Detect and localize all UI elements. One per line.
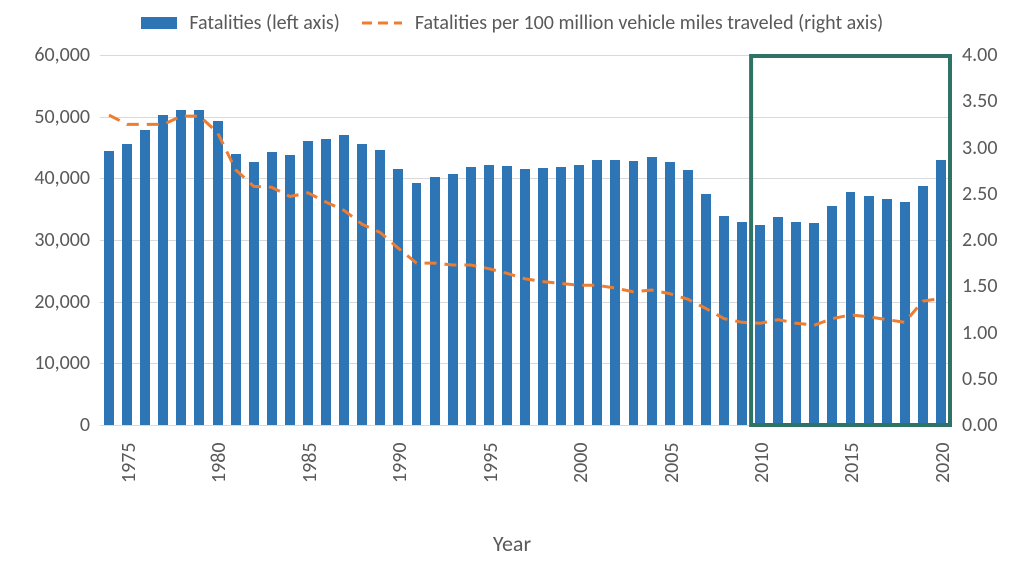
y-right-tick: 2.50 — [962, 182, 1022, 206]
bar — [719, 216, 729, 425]
bar — [448, 174, 458, 425]
y-left-tick: 50,000 — [10, 105, 90, 129]
bar — [900, 202, 910, 425]
bar — [701, 194, 711, 425]
gridline — [100, 425, 950, 426]
y-left-tick: 0 — [10, 413, 90, 437]
legend-line-label: Fatalities per 100 million vehicle miles… — [415, 11, 883, 35]
legend-bar-label: Fatalities (left axis) — [189, 11, 340, 35]
x-tick: 2020 — [931, 442, 955, 483]
bar — [737, 222, 747, 425]
gridline — [100, 55, 950, 56]
bar — [864, 196, 874, 425]
x-tick: 1990 — [388, 442, 412, 483]
x-tick: 2005 — [660, 442, 684, 483]
y-right-tick: 1.50 — [962, 274, 1022, 298]
bar — [321, 139, 331, 425]
bar — [104, 151, 114, 425]
bar — [683, 170, 693, 425]
bar — [176, 110, 186, 425]
legend-bar-swatch — [141, 17, 177, 29]
y-left-tick: 30,000 — [10, 228, 90, 252]
bar — [882, 199, 892, 425]
bar — [520, 169, 530, 425]
bar — [267, 152, 277, 425]
bar — [592, 160, 602, 425]
y-left-tick: 20,000 — [10, 290, 90, 314]
bar — [231, 154, 241, 425]
bar — [430, 177, 440, 425]
bar — [249, 162, 259, 425]
bar — [773, 217, 783, 425]
bar — [357, 144, 367, 425]
bar — [122, 144, 132, 425]
bar — [375, 150, 385, 425]
bar — [213, 121, 223, 425]
bar — [846, 192, 856, 425]
bar — [466, 167, 476, 425]
bar — [303, 141, 313, 425]
y-left-tick: 40,000 — [10, 166, 90, 190]
y-right-tick: 3.50 — [962, 89, 1022, 113]
bar — [936, 160, 946, 425]
bar — [610, 160, 620, 425]
bar — [556, 167, 566, 425]
x-tick: 1980 — [207, 442, 231, 483]
y-left-tick: 10,000 — [10, 351, 90, 375]
y-right-tick: 0.50 — [962, 367, 1022, 391]
y-right-tick: 4.00 — [962, 43, 1022, 67]
bar — [158, 115, 168, 425]
plot-area: 010,00020,00030,00040,00050,00060,0000.0… — [100, 55, 950, 425]
legend-line-swatch — [362, 11, 402, 35]
fatalities-chart: Fatalities (left axis) Fatalities per 10… — [0, 0, 1024, 570]
legend: Fatalities (left axis) Fatalities per 10… — [0, 10, 1024, 35]
bar — [665, 162, 675, 425]
bar — [538, 168, 548, 425]
gridline — [100, 117, 950, 118]
bar — [827, 206, 837, 425]
bar — [484, 165, 494, 425]
bar — [412, 183, 422, 425]
x-axis-title: Year — [0, 530, 1024, 557]
bar — [809, 223, 819, 425]
bar — [393, 169, 403, 425]
bar — [502, 166, 512, 425]
x-tick: 2010 — [750, 442, 774, 483]
y-right-tick: 3.00 — [962, 136, 1022, 160]
bar — [574, 165, 584, 425]
bar — [918, 186, 928, 425]
bar — [647, 157, 657, 425]
bar — [339, 135, 349, 425]
y-right-tick: 1.00 — [962, 321, 1022, 345]
bar — [285, 155, 295, 425]
bar — [629, 161, 639, 425]
x-tick: 1985 — [298, 442, 322, 483]
y-right-tick: 0.00 — [962, 413, 1022, 437]
x-tick: 1975 — [117, 442, 141, 483]
bar — [791, 222, 801, 425]
y-right-tick: 2.00 — [962, 228, 1022, 252]
bar — [194, 110, 204, 425]
x-tick: 1995 — [479, 442, 503, 483]
x-tick: 2015 — [840, 442, 864, 483]
bar — [755, 225, 765, 425]
x-tick: 2000 — [569, 442, 593, 483]
bar — [140, 130, 150, 425]
y-left-tick: 60,000 — [10, 43, 90, 67]
